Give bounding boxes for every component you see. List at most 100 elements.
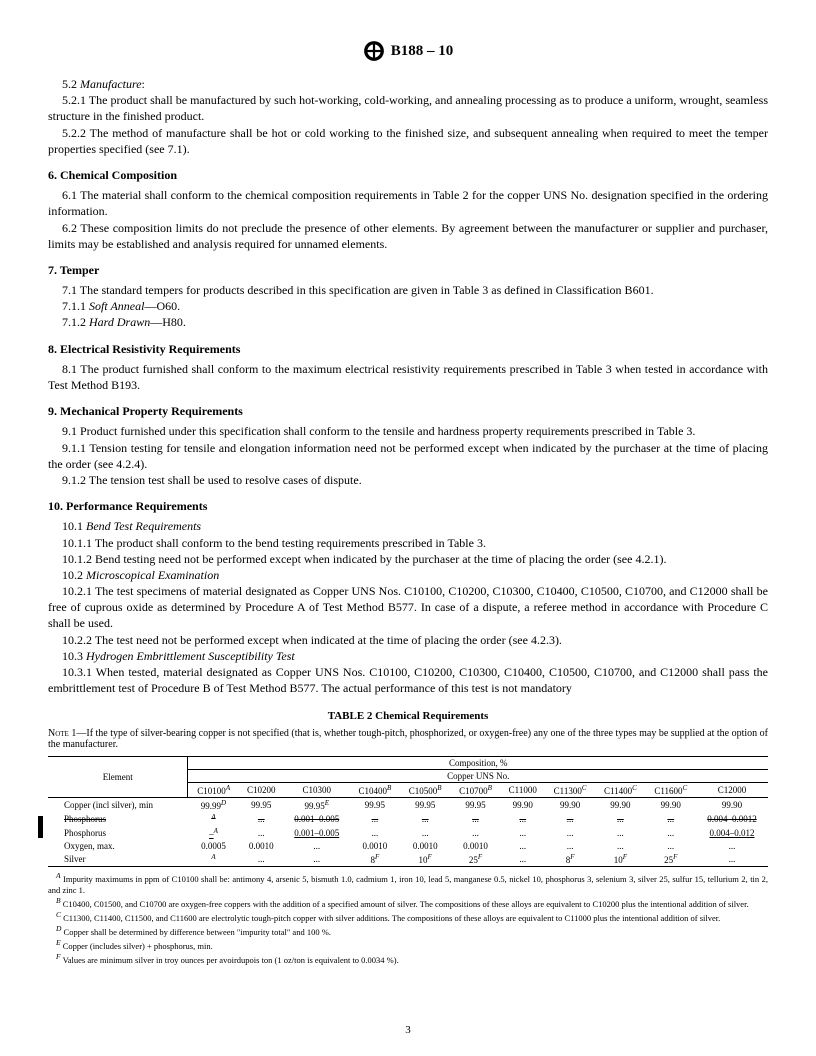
cell: ... bbox=[501, 840, 545, 852]
cell: ... bbox=[696, 852, 768, 867]
para-6-1: 6.1 The material shall conform to the ch… bbox=[48, 187, 768, 219]
cell: 99.95 bbox=[350, 798, 400, 813]
table-footnotes: A Impurity maximums in ppm of C10100 sha… bbox=[48, 871, 768, 965]
cell: 25F bbox=[450, 852, 500, 867]
cell: ... bbox=[450, 826, 500, 840]
cell: 0.001–0.005 bbox=[284, 826, 350, 840]
cell: 99.90 bbox=[646, 798, 696, 813]
footnote-d: D Copper shall be determined by differen… bbox=[48, 924, 768, 938]
element-header: Element bbox=[48, 757, 188, 798]
cell: ... bbox=[595, 812, 645, 826]
para-9-1: 9.1 Product furnished under this specifi… bbox=[48, 423, 768, 439]
section-8-head: 8. Electrical Resistivity Requirements bbox=[48, 341, 768, 357]
para-9-1-1: 9.1.1 Tension testing for tensile and el… bbox=[48, 440, 768, 472]
cell: 0.004–0.0012 bbox=[696, 812, 768, 826]
cell: 99.90 bbox=[595, 798, 645, 813]
footnote-f: F Values are minimum silver in troy ounc… bbox=[48, 952, 768, 966]
cell: 0.0005 bbox=[188, 840, 239, 852]
cell: A bbox=[188, 812, 239, 826]
cell: ... bbox=[646, 826, 696, 840]
cell: ... bbox=[646, 840, 696, 852]
para-10-2-2: 10.2.2 The test need not be performed ex… bbox=[48, 632, 768, 648]
cell: 10F bbox=[595, 852, 645, 867]
cell: 0.0010 bbox=[239, 840, 284, 852]
row-label: Phosphorus bbox=[48, 826, 188, 840]
change-bar-icon bbox=[38, 816, 43, 838]
para-10-1-1: 10.1.1 The product shall conform to the … bbox=[48, 535, 768, 551]
row-label: Silver bbox=[48, 852, 188, 867]
col-header: C11300C bbox=[545, 783, 595, 798]
page-number: 3 bbox=[0, 1024, 816, 1036]
para-10-2: 10.2 Microscopical Examination bbox=[48, 567, 768, 583]
cell: 0.001–0.005 bbox=[284, 812, 350, 826]
para-9-1-2: 9.1.2 The tension test shall be used to … bbox=[48, 472, 768, 488]
cell: ... bbox=[350, 826, 400, 840]
section-7-head: 7. Temper bbox=[48, 262, 768, 278]
cell: ... bbox=[239, 852, 284, 867]
cell: ... bbox=[595, 840, 645, 852]
cell: ... bbox=[400, 812, 450, 826]
cell: 0.004–0.012 bbox=[696, 826, 768, 840]
table-2: Element Composition, % Copper UNS No. C1… bbox=[48, 756, 768, 867]
cell: 8F bbox=[545, 852, 595, 867]
col-header: C11400C bbox=[595, 783, 645, 798]
cell: 99.95 bbox=[239, 798, 284, 813]
section-6-head: 6. Chemical Composition bbox=[48, 167, 768, 183]
section-9-head: 9. Mechanical Property Requirements bbox=[48, 403, 768, 419]
cell: 99.95E bbox=[284, 798, 350, 813]
doc-title: B188 – 10 bbox=[391, 43, 454, 60]
cell: ... bbox=[400, 826, 450, 840]
row-label: Phosphorus bbox=[48, 812, 188, 826]
col-header: C12000 bbox=[696, 783, 768, 798]
cell: ... bbox=[239, 812, 284, 826]
cell: ... bbox=[350, 812, 400, 826]
col-header: C10300 bbox=[284, 783, 350, 798]
cell: ... bbox=[284, 840, 350, 852]
cell: ... bbox=[239, 826, 284, 840]
footnote-c: C C11300, C11400, C11500, and C11600 are… bbox=[48, 910, 768, 924]
para-7-1-1: 7.1.1 Soft Anneal—O60. bbox=[48, 298, 768, 314]
para-10-2-1: 10.2.1 The test specimens of material de… bbox=[48, 583, 768, 632]
cell: A bbox=[188, 852, 239, 867]
cell: ... bbox=[595, 826, 645, 840]
section-10-head: 10. Performance Requirements bbox=[48, 498, 768, 514]
body-content: 5.2 Manufacture: 5.2.1 The product shall… bbox=[48, 76, 768, 696]
cell: 99.90 bbox=[696, 798, 768, 813]
para-10-1: 10.1 Bend Test Requirements bbox=[48, 518, 768, 534]
cell: 0.0010 bbox=[400, 840, 450, 852]
footnote-b: B C10400, C01500, and C10700 are oxygen-… bbox=[48, 896, 768, 910]
cell: 10F bbox=[400, 852, 450, 867]
para-6-2: 6.2 These composition limits do not prec… bbox=[48, 220, 768, 252]
para-7-1-2: 7.1.2 Hard Drawn—H80. bbox=[48, 314, 768, 330]
cell: ... bbox=[501, 812, 545, 826]
table-2-title: TABLE 2 Chemical Requirements bbox=[48, 710, 768, 722]
para-10-1-2: 10.1.2 Bend testing need not be performe… bbox=[48, 551, 768, 567]
cell: 99.90 bbox=[501, 798, 545, 813]
cell: ... bbox=[450, 812, 500, 826]
col-header: C10400B bbox=[350, 783, 400, 798]
cell: –A bbox=[188, 826, 239, 840]
cell: 99.90 bbox=[545, 798, 595, 813]
para-8-1: 8.1 The product furnished shall conform … bbox=[48, 361, 768, 393]
cell: 99.99D bbox=[188, 798, 239, 813]
cell: ... bbox=[696, 840, 768, 852]
col-header: C10100A bbox=[188, 783, 239, 798]
col-header: C11600C bbox=[646, 783, 696, 798]
cell: ... bbox=[545, 840, 595, 852]
cell: ... bbox=[501, 852, 545, 867]
page-header: B188 – 10 bbox=[48, 40, 768, 62]
cell: 0.0010 bbox=[450, 840, 500, 852]
cell: 99.95 bbox=[400, 798, 450, 813]
cell: 25F bbox=[646, 852, 696, 867]
col-header: C11000 bbox=[501, 783, 545, 798]
para-10-3-1: 10.3.1 When tested, material designated … bbox=[48, 664, 768, 696]
para-5-2-2: 5.2.2 The method of manufacture shall be… bbox=[48, 125, 768, 157]
cell: ... bbox=[501, 826, 545, 840]
cell: ... bbox=[646, 812, 696, 826]
para-7-1: 7.1 The standard tempers for products de… bbox=[48, 282, 768, 298]
uns-header: Copper UNS No. bbox=[188, 770, 768, 783]
para-10-3: 10.3 Hydrogen Embrittlement Susceptibili… bbox=[48, 648, 768, 664]
astm-logo-icon bbox=[363, 40, 385, 62]
table-2-note: Note 1—If the type of silver-bearing cop… bbox=[48, 728, 768, 750]
cell: ... bbox=[545, 812, 595, 826]
